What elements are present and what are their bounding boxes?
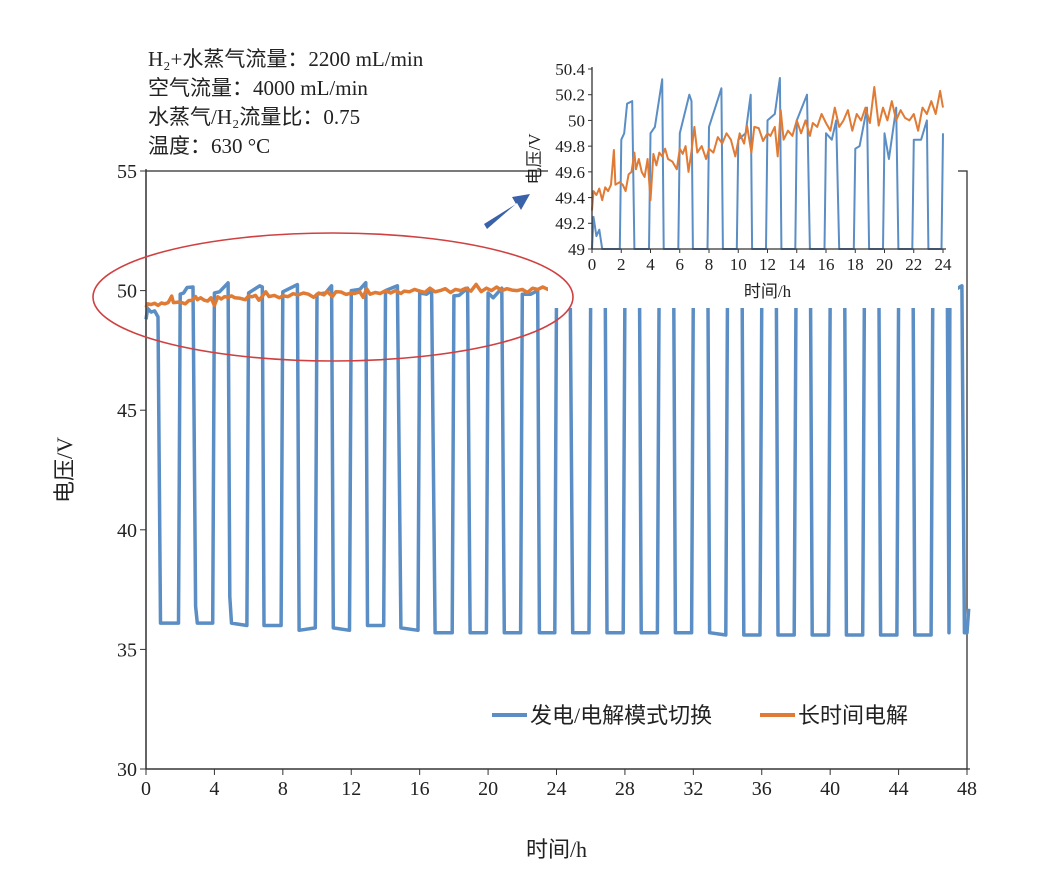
series-line-0 [591, 77, 944, 250]
series-line-1 [591, 86, 944, 211]
x-axis-label: 时间/h [744, 282, 792, 301]
x-tick-label: 16 [410, 778, 430, 800]
x-tick-label: 20 [876, 255, 893, 274]
y-tick-label: 55 [117, 161, 137, 183]
y-axis-label: 电压/V [52, 437, 77, 503]
x-tick-label: 12 [341, 778, 361, 800]
y-tick-label: 50 [117, 281, 137, 303]
x-tick-label: 48 [957, 778, 977, 800]
y-axis-label: 电压/V [525, 133, 544, 185]
y-tick-label: 45 [117, 400, 137, 422]
x-tick-label: 0 [588, 255, 597, 274]
series-line-1 [144, 282, 558, 309]
x-tick-label: 14 [788, 255, 806, 274]
highlight-ellipse [92, 232, 574, 362]
inset-group: 0 2 4 6 8 10 12 14 16 18 20 22 244949.249.449.649.85… [525, 60, 952, 301]
y-tick-label: 49.2 [555, 214, 585, 233]
annotation-line: 空气流量：4000 mL/min [148, 76, 368, 100]
x-tick-label: 2 [617, 255, 626, 274]
y-tick-label: 49.6 [555, 163, 585, 182]
y-tick-label: 30 [117, 759, 137, 781]
legend-label: 长时间电解 [798, 703, 908, 728]
x-tick-label: 12 [759, 255, 776, 274]
x-tick-label: 4 [209, 778, 219, 800]
annotation-block: H₂+水蒸气流量：2200 mL/min 空气流量：4000 mL/min 水蒸… [148, 45, 423, 161]
x-tick-label: 10 [730, 255, 747, 274]
legend: 发电/电解模式切换 长时间电解 [492, 703, 908, 728]
y-tick-label: 35 [117, 639, 137, 661]
y-tick-label: 40 [117, 520, 137, 542]
y-tick-label: 49 [568, 240, 585, 259]
x-tick-label: 40 [820, 778, 840, 800]
annotation-line: H₂+水蒸气流量：2200 mL/min [148, 47, 424, 71]
x-tick-label: 6 [676, 255, 685, 274]
arrow-icon [484, 194, 530, 229]
x-tick-label: 16 [818, 255, 835, 274]
x-tick-label: 8 [705, 255, 714, 274]
x-tick-label: 28 [615, 778, 635, 800]
y-tick-label: 50 [568, 111, 585, 130]
x-tick-label: 44 [889, 778, 909, 800]
y-tick-label: 49.4 [555, 189, 585, 208]
x-tick-label: 20 [478, 778, 498, 800]
x-axis-label: 时间/h [526, 837, 587, 862]
x-tick-label: 8 [278, 778, 288, 800]
x-tick-label: 18 [847, 255, 864, 274]
x-tick-label: 24 [935, 255, 953, 274]
y-tick-label: 49.8 [555, 137, 585, 156]
legend-label: 发电/电解模式切换 [530, 703, 712, 728]
x-tick-label: 24 [547, 778, 567, 800]
annotation-line: 水蒸气/H₂流量比：0.75 [148, 105, 361, 129]
y-tick-label: 50.4 [555, 60, 585, 79]
x-tick-label: 22 [905, 255, 922, 274]
x-tick-label: 0 [141, 778, 151, 800]
y-tick-label: 50.2 [555, 86, 585, 105]
x-tick-label: 32 [683, 778, 703, 800]
inset-background [548, 50, 958, 308]
series-line-0 [144, 280, 971, 637]
x-tick-label: 4 [646, 255, 655, 274]
annotation-line: 温度：630 °C [148, 134, 271, 158]
x-tick-label: 36 [752, 778, 772, 800]
